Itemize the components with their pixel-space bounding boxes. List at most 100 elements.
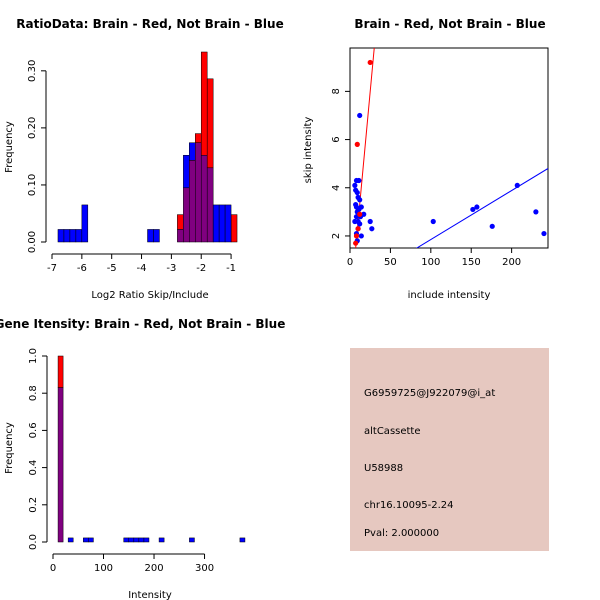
ratio-hist-bar-overlap: [183, 187, 190, 243]
ratio-hist-x-tick-label: -6: [77, 263, 87, 274]
ratio-hist-xlabel: Log2 Ratio Skip/Include: [91, 290, 208, 301]
intensity-hist-title: Gene Itensity: Brain - Red, Not Brain - …: [0, 317, 285, 331]
ratio-histogram-panel: RatioData: Brain - Red, Not Brain - Blue…: [4, 17, 284, 301]
scatter-y-tick-label: 8: [331, 88, 342, 94]
accession: U58988: [364, 463, 403, 474]
scatter-point-not-brain: [357, 221, 363, 227]
scatter-point-not-brain: [354, 189, 360, 196]
scatter-point-not-brain: [352, 182, 358, 188]
intensity-hist-y-tick-label: 0.0: [28, 534, 39, 550]
scatter-point-not-brain: [358, 204, 364, 210]
ratio-hist-bar-not-brain: [224, 204, 232, 243]
ratio-hist-bar-not-brain: [57, 229, 65, 243]
info-panel: G6959725@J922079@i_at altCassette U58988…: [350, 348, 549, 551]
intensity-hist-x-tick-label: 100: [94, 563, 113, 574]
scatter-x-tick-label: 200: [502, 257, 521, 268]
ratio-hist-bar-overlap: [189, 160, 196, 243]
scatter-point-not-brain: [430, 218, 436, 225]
scatter-point-brain: [353, 240, 359, 246]
ratio-hist-axes: -7 -6 -5 -4 -3 -2 -1 0.00 0.10 0.20 0.30: [27, 60, 236, 274]
ratio-hist-bar-not-brain: [147, 229, 154, 243]
ratio-hist-bar-not-brain: [189, 142, 196, 161]
scatter-y-tick-label: 4: [331, 185, 342, 191]
ratio-hist-bar-brain: [200, 51, 208, 156]
ratio-hist-x-tick-label: -2: [196, 263, 206, 274]
intensity-hist-bar-not-brain: [133, 537, 140, 543]
intensity-hist-bar-not-brain: [138, 537, 145, 543]
scatter-point-not-brain: [357, 112, 363, 119]
scatter-points: [352, 59, 547, 246]
ratio-hist-x-tick-label: -3: [166, 263, 176, 274]
ratio-hist-bar-not-brain: [153, 229, 160, 243]
ratio-hist-bar-brain: [230, 214, 238, 243]
scatter-x-tick-label: 50: [384, 257, 397, 268]
intensity-hist-bar-not-brain: [67, 537, 74, 543]
ratio-hist-bar-not-brain: [81, 204, 89, 243]
ratio-hist-y-tick-label: 0.30: [27, 60, 38, 82]
scatter-title: Brain - Red, Not Brain - Blue: [354, 17, 545, 31]
intensity-hist-bar-not-brain: [158, 537, 165, 543]
ratio-hist-y-tick-label: 0.10: [27, 174, 38, 196]
scatter-plot-frame: [349, 47, 549, 249]
intensity-hist-bar-brain: [57, 355, 64, 388]
ratio-hist-bar-overlap: [195, 142, 202, 243]
probe-id: G6959725@J922079@i_at: [364, 388, 495, 399]
intensity-hist-y-tick-label: 0.4: [28, 460, 39, 476]
scatter-point-brain: [357, 211, 363, 217]
scatter-point-not-brain: [369, 226, 375, 232]
ratio-hist-bar-overlap: [177, 229, 184, 243]
intensity-hist-bar-not-brain: [189, 537, 195, 543]
ratio-hist-bar-not-brain: [69, 229, 77, 243]
ratio-hist-bar-not-brain: [183, 155, 190, 189]
ratio-hist-bar-overlap: [206, 167, 214, 243]
intensity-hist-axes: 0 100 200 300 0.0 0.2 0.4 0.6 0.8 1.0: [28, 348, 214, 574]
intensity-histogram-panel: Gene Itensity: Brain - Red, Not Brain - …: [0, 317, 285, 600]
scatter-fit-lines: [355, 48, 548, 248]
ratio-hist-y-tick-label: 0.20: [27, 117, 38, 139]
intensity-hist-x-tick-label: 0: [50, 563, 56, 574]
scatter-point-not-brain: [358, 233, 364, 239]
scatter-point-not-brain: [357, 197, 363, 203]
ratio-hist-title: RatioData: Brain - Red, Not Brain - Blue: [16, 17, 283, 31]
intensity-hist-bars: [57, 355, 246, 543]
ratio-hist-bar-not-brain: [212, 204, 220, 243]
ratio-hist-bar-not-brain: [63, 229, 71, 243]
intensity-hist-y-tick-label: 0.6: [28, 422, 39, 438]
ratio-hist-ylabel: Frequency: [4, 121, 15, 173]
event-type: altCassette: [364, 426, 421, 437]
pval: Pval: 2.000000: [364, 528, 439, 539]
intensity-hist-y-tick-label: 0.2: [28, 497, 39, 513]
intensity-hist-bar-overlap: [57, 387, 64, 543]
intensity-hist-x-tick-label: 300: [195, 563, 214, 574]
ratio-hist-bars: [57, 51, 238, 243]
intensity-hist-y-tick-label: 1.0: [28, 348, 39, 364]
scatter-point-not-brain: [356, 177, 362, 184]
scatter-fit-line-not-brain: [415, 168, 548, 248]
scatter-point-not-brain: [474, 204, 480, 210]
scatter-point-not-brain: [489, 223, 495, 229]
scatter-point-brain: [354, 141, 360, 147]
ratio-hist-bar-not-brain: [218, 204, 226, 243]
scatter-point-not-brain: [361, 211, 367, 217]
ratio-hist-x-tick-label: -1: [226, 263, 236, 274]
scatter-x-tick-label: 150: [462, 257, 481, 268]
scatter-y-tick-label: 6: [331, 136, 342, 142]
info-panel-background: [350, 348, 549, 551]
scatter-point-not-brain: [470, 206, 476, 213]
intensity-hist-bar-not-brain: [143, 537, 150, 543]
ratio-hist-bar-brain: [177, 214, 184, 230]
ratio-hist-bar-overlap: [200, 155, 208, 243]
intensity-hist-bar-not-brain: [128, 537, 135, 543]
scatter-point-brain: [367, 59, 373, 66]
intensity-hist-bar-not-brain: [239, 537, 246, 543]
scatter-y-tick-label: 2: [331, 233, 342, 239]
scatter-x-tick-label: 100: [421, 257, 440, 268]
intensity-hist-bar-not-brain: [88, 537, 94, 543]
scatter-point-not-brain: [514, 182, 520, 188]
intensity-hist-y-tick-label: 0.8: [28, 385, 39, 401]
scatter-ylabel: skip intensity: [303, 117, 314, 184]
scatter-xlabel: include intensity: [408, 290, 491, 301]
genomic-location: chr16.10095-2.24: [364, 500, 454, 511]
ratio-hist-bar-brain: [195, 133, 202, 143]
